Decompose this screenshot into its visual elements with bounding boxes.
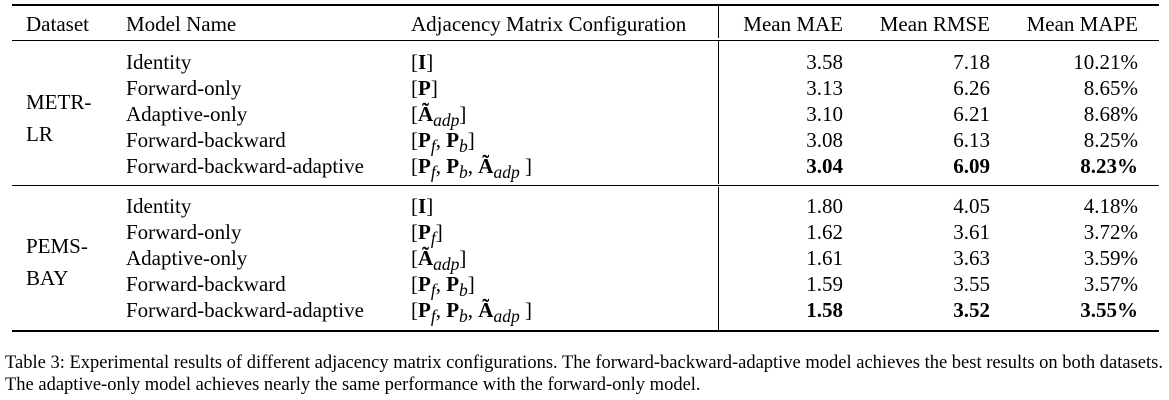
mae-cell: 3.58: [806, 50, 843, 74]
header-model-name: Model Name: [126, 12, 237, 36]
header-separator: [718, 6, 719, 38]
adjacency-config-cell: [Pf]: [411, 220, 443, 249]
mape-cell: 3.57%: [1083, 272, 1138, 296]
adjacency-config-cell: [I]: [411, 194, 434, 218]
mae-cell: 1.58: [806, 298, 843, 322]
adjacency-config-cell: [Ãadp]: [411, 102, 467, 131]
mape-cell: 8.25%: [1083, 128, 1138, 152]
dataset-label: PEMS- BAY: [26, 234, 88, 290]
mape-cell: 3.55%: [1080, 298, 1138, 322]
dataset-pems-bay: PEMS- BAY: [26, 230, 88, 294]
mape-cell: 8.65%: [1083, 76, 1138, 100]
top-rule: [12, 4, 1159, 6]
pems-separator: [718, 187, 719, 330]
model-name-cell: Forward-backward: [126, 128, 286, 152]
adjacency-config-cell: [P]: [411, 76, 438, 100]
model-name-cell: Forward-backward-adaptive: [126, 298, 364, 322]
rmse-cell: 7.18: [953, 50, 990, 74]
rmse-cell: 3.63: [953, 246, 990, 270]
header-mean-mae: Mean MAE: [743, 12, 843, 36]
model-name-cell: Forward-only: [126, 76, 242, 100]
model-name-cell: Adaptive-only: [126, 102, 248, 126]
rmse-cell: 3.52: [953, 298, 990, 322]
dataset-metr-lr: METR- LR: [26, 86, 91, 150]
header-rule: [12, 40, 1159, 41]
rmse-cell: 3.61: [953, 220, 990, 244]
header-mean-mape: Mean MAPE: [1026, 12, 1138, 36]
mae-cell: 3.08: [806, 128, 843, 152]
mape-cell: 4.18%: [1083, 194, 1138, 218]
mae-cell: 3.13: [806, 76, 843, 100]
table-caption: Table 3: Experimental results of differe…: [5, 353, 1163, 395]
mape-cell: 3.59%: [1083, 246, 1138, 270]
rmse-cell: 6.26: [953, 76, 990, 100]
model-name-cell: Identity: [126, 50, 192, 74]
rmse-cell: 6.13: [953, 128, 990, 152]
mape-cell: 3.72%: [1083, 220, 1138, 244]
mae-cell: 1.59: [806, 272, 843, 296]
metr-separator: [718, 41, 719, 184]
mape-cell: 10.21%: [1073, 50, 1138, 74]
header-mean-rmse: Mean RMSE: [879, 12, 990, 36]
mape-cell: 8.68%: [1083, 102, 1138, 126]
model-name-cell: Forward-backward: [126, 272, 286, 296]
mae-cell: 1.80: [806, 194, 843, 218]
rmse-cell: 6.21: [953, 102, 990, 126]
dataset-label: METR- LR: [26, 90, 92, 146]
adjacency-config-cell: [Ãadp]: [411, 246, 467, 275]
mae-cell: 1.62: [806, 220, 843, 244]
adjacency-config-cell: [Pf, Pb, Ãadp ]: [411, 298, 532, 327]
rmse-cell: 6.09: [953, 154, 990, 178]
adjacency-config-cell: [Pf, Pb, Ãadp ]: [411, 154, 532, 183]
group-rule: [12, 185, 1159, 186]
model-name-cell: Adaptive-only: [126, 246, 248, 270]
adjacency-config-cell: [I]: [411, 50, 434, 74]
mae-cell: 3.10: [806, 102, 843, 126]
header-dataset: Dataset: [26, 12, 89, 36]
mae-cell: 3.04: [806, 154, 843, 178]
header-adjacency-config: Adjacency Matrix Configuration: [411, 12, 687, 36]
model-name-cell: Forward-only: [126, 220, 242, 244]
adjacency-config-cell: [Pf, Pb]: [411, 128, 475, 157]
mape-cell: 8.23%: [1080, 154, 1138, 178]
model-name-cell: Identity: [126, 194, 192, 218]
adjacency-config-cell: [Pf, Pb]: [411, 272, 475, 301]
rmse-cell: 4.05: [953, 194, 990, 218]
bottom-rule: [12, 330, 1159, 332]
model-name-cell: Forward-backward-adaptive: [126, 154, 364, 178]
rmse-cell: 3.55: [953, 272, 990, 296]
mae-cell: 1.61: [806, 246, 843, 270]
